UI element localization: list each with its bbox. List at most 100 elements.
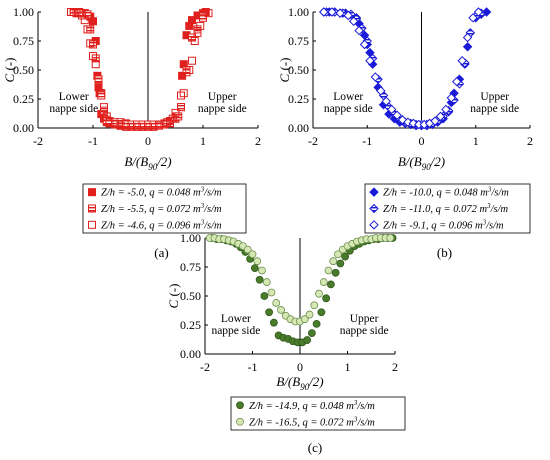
data-point	[91, 60, 100, 69]
legend-entry: Z/h = -11.0, q = 0.072 m3/s/m	[383, 202, 509, 215]
data-point	[348, 16, 359, 27]
data-point	[190, 37, 199, 45]
legend-entry: Z/h = -5.5, q = 0.072 m3/s/m	[101, 202, 222, 215]
data-point	[171, 108, 180, 117]
x-tick-label: 1	[200, 134, 206, 148]
legend-marker	[369, 187, 379, 197]
series-2	[205, 234, 395, 326]
x-axis-label: B/(B90/2)	[124, 154, 171, 172]
data-point	[138, 122, 147, 131]
data-point	[243, 245, 252, 254]
data-point	[75, 9, 84, 18]
data-point	[468, 13, 478, 23]
data-point	[441, 104, 451, 115]
data-point	[250, 264, 259, 273]
data-point	[446, 93, 457, 103]
data-point	[182, 66, 191, 74]
x-tick-label: 2	[527, 134, 533, 148]
y-tick-label: 0.00	[288, 121, 309, 135]
data-point	[341, 252, 350, 261]
data-point	[89, 40, 97, 49]
y-tick-label: 1.00	[288, 5, 309, 19]
annotation-lower-nappe: Lower nappe side	[49, 91, 98, 115]
data-point	[312, 319, 321, 328]
panel-label: (b)	[437, 245, 452, 260]
data-point	[354, 25, 364, 36]
data-point	[97, 91, 106, 100]
data-point	[83, 10, 92, 19]
annotation-lower-nappe: Lower nappe side	[211, 313, 260, 337]
x-tick-label: -1	[362, 134, 372, 148]
chart-panel-c: 0.00 0.25 0.50 0.75 1.00 -2 -1 0 1 2 C (-) B/(B90/2…	[166, 231, 406, 455]
x-tick-label: -1	[248, 360, 258, 374]
data-point	[267, 288, 276, 297]
y-tick-label: 0.75	[13, 34, 34, 48]
data-point	[258, 266, 266, 275]
data-point	[86, 39, 95, 48]
data-point	[452, 76, 462, 87]
data-point	[204, 9, 213, 18]
data-point	[116, 121, 125, 130]
data-point	[359, 39, 370, 50]
data-point	[149, 122, 158, 131]
x-axis-label: B/(B90/2)	[276, 374, 323, 392]
data-point	[97, 89, 106, 98]
legend-marker	[369, 203, 379, 214]
data-point	[199, 13, 207, 22]
data-point	[100, 103, 108, 112]
data-point	[334, 250, 342, 259]
data-point	[381, 96, 391, 107]
data-point	[188, 16, 196, 25]
y-tick-label: 0.50	[180, 289, 201, 303]
legend-box	[82, 183, 247, 234]
legend-marker	[88, 204, 96, 213]
panel-label: (a)	[154, 245, 168, 260]
data-point	[102, 112, 111, 121]
data-point	[335, 8, 345, 18]
data-point	[89, 52, 97, 61]
data-point	[78, 11, 86, 20]
data-point	[457, 55, 467, 66]
y-tick-label: 1.00	[13, 5, 34, 19]
y-tick-label: 0.50	[288, 63, 309, 77]
x-tick-label: -2	[200, 360, 210, 374]
y-axis-label: C (-)	[2, 58, 17, 83]
data-point	[80, 16, 89, 25]
y-axis-label: C (-)	[166, 284, 181, 309]
data-point	[403, 117, 413, 127]
annotation-upper-nappe: Upper nappe side	[340, 313, 389, 337]
data-point	[343, 10, 353, 21]
x-tick-label: 1	[473, 134, 479, 148]
x-tick-label: 2	[392, 360, 398, 374]
data-point	[177, 103, 185, 112]
data-point	[326, 280, 335, 289]
chart-panel-a: 0.00 0.25 0.50 0.75 1.00 -2 -1 0 1 2 C (-) B/(B90/2…	[2, 5, 261, 260]
legend-entry: Z/h = -5.0, q = 0.048 m3/s/m	[101, 186, 222, 199]
annotation-upper-nappe: Upper nappe side	[470, 91, 519, 115]
series-3	[319, 7, 484, 130]
legend-entry: Z/h = -4.6, q = 0.096 m3/s/m	[101, 218, 222, 231]
data-point	[319, 7, 329, 17]
data-point	[69, 8, 78, 16]
data-point	[430, 116, 440, 126]
data-point	[365, 55, 375, 66]
data-point	[94, 75, 103, 84]
data-point	[327, 7, 337, 17]
data-point	[462, 42, 473, 52]
data-point	[248, 250, 257, 259]
data-point	[277, 306, 285, 314]
data-point	[272, 299, 281, 307]
data-point	[331, 268, 340, 277]
data-point	[392, 110, 402, 120]
data-point	[324, 266, 333, 275]
data-point	[386, 104, 397, 115]
data-point	[255, 275, 264, 284]
legend-marker	[88, 188, 96, 197]
x-tick-label: -2	[33, 134, 43, 148]
legend-marker	[88, 220, 96, 229]
data-point	[166, 117, 174, 126]
data-point	[473, 7, 484, 17]
legend-marker	[236, 401, 244, 410]
data-point	[253, 257, 262, 266]
y-tick-label: 0.25	[13, 92, 34, 106]
